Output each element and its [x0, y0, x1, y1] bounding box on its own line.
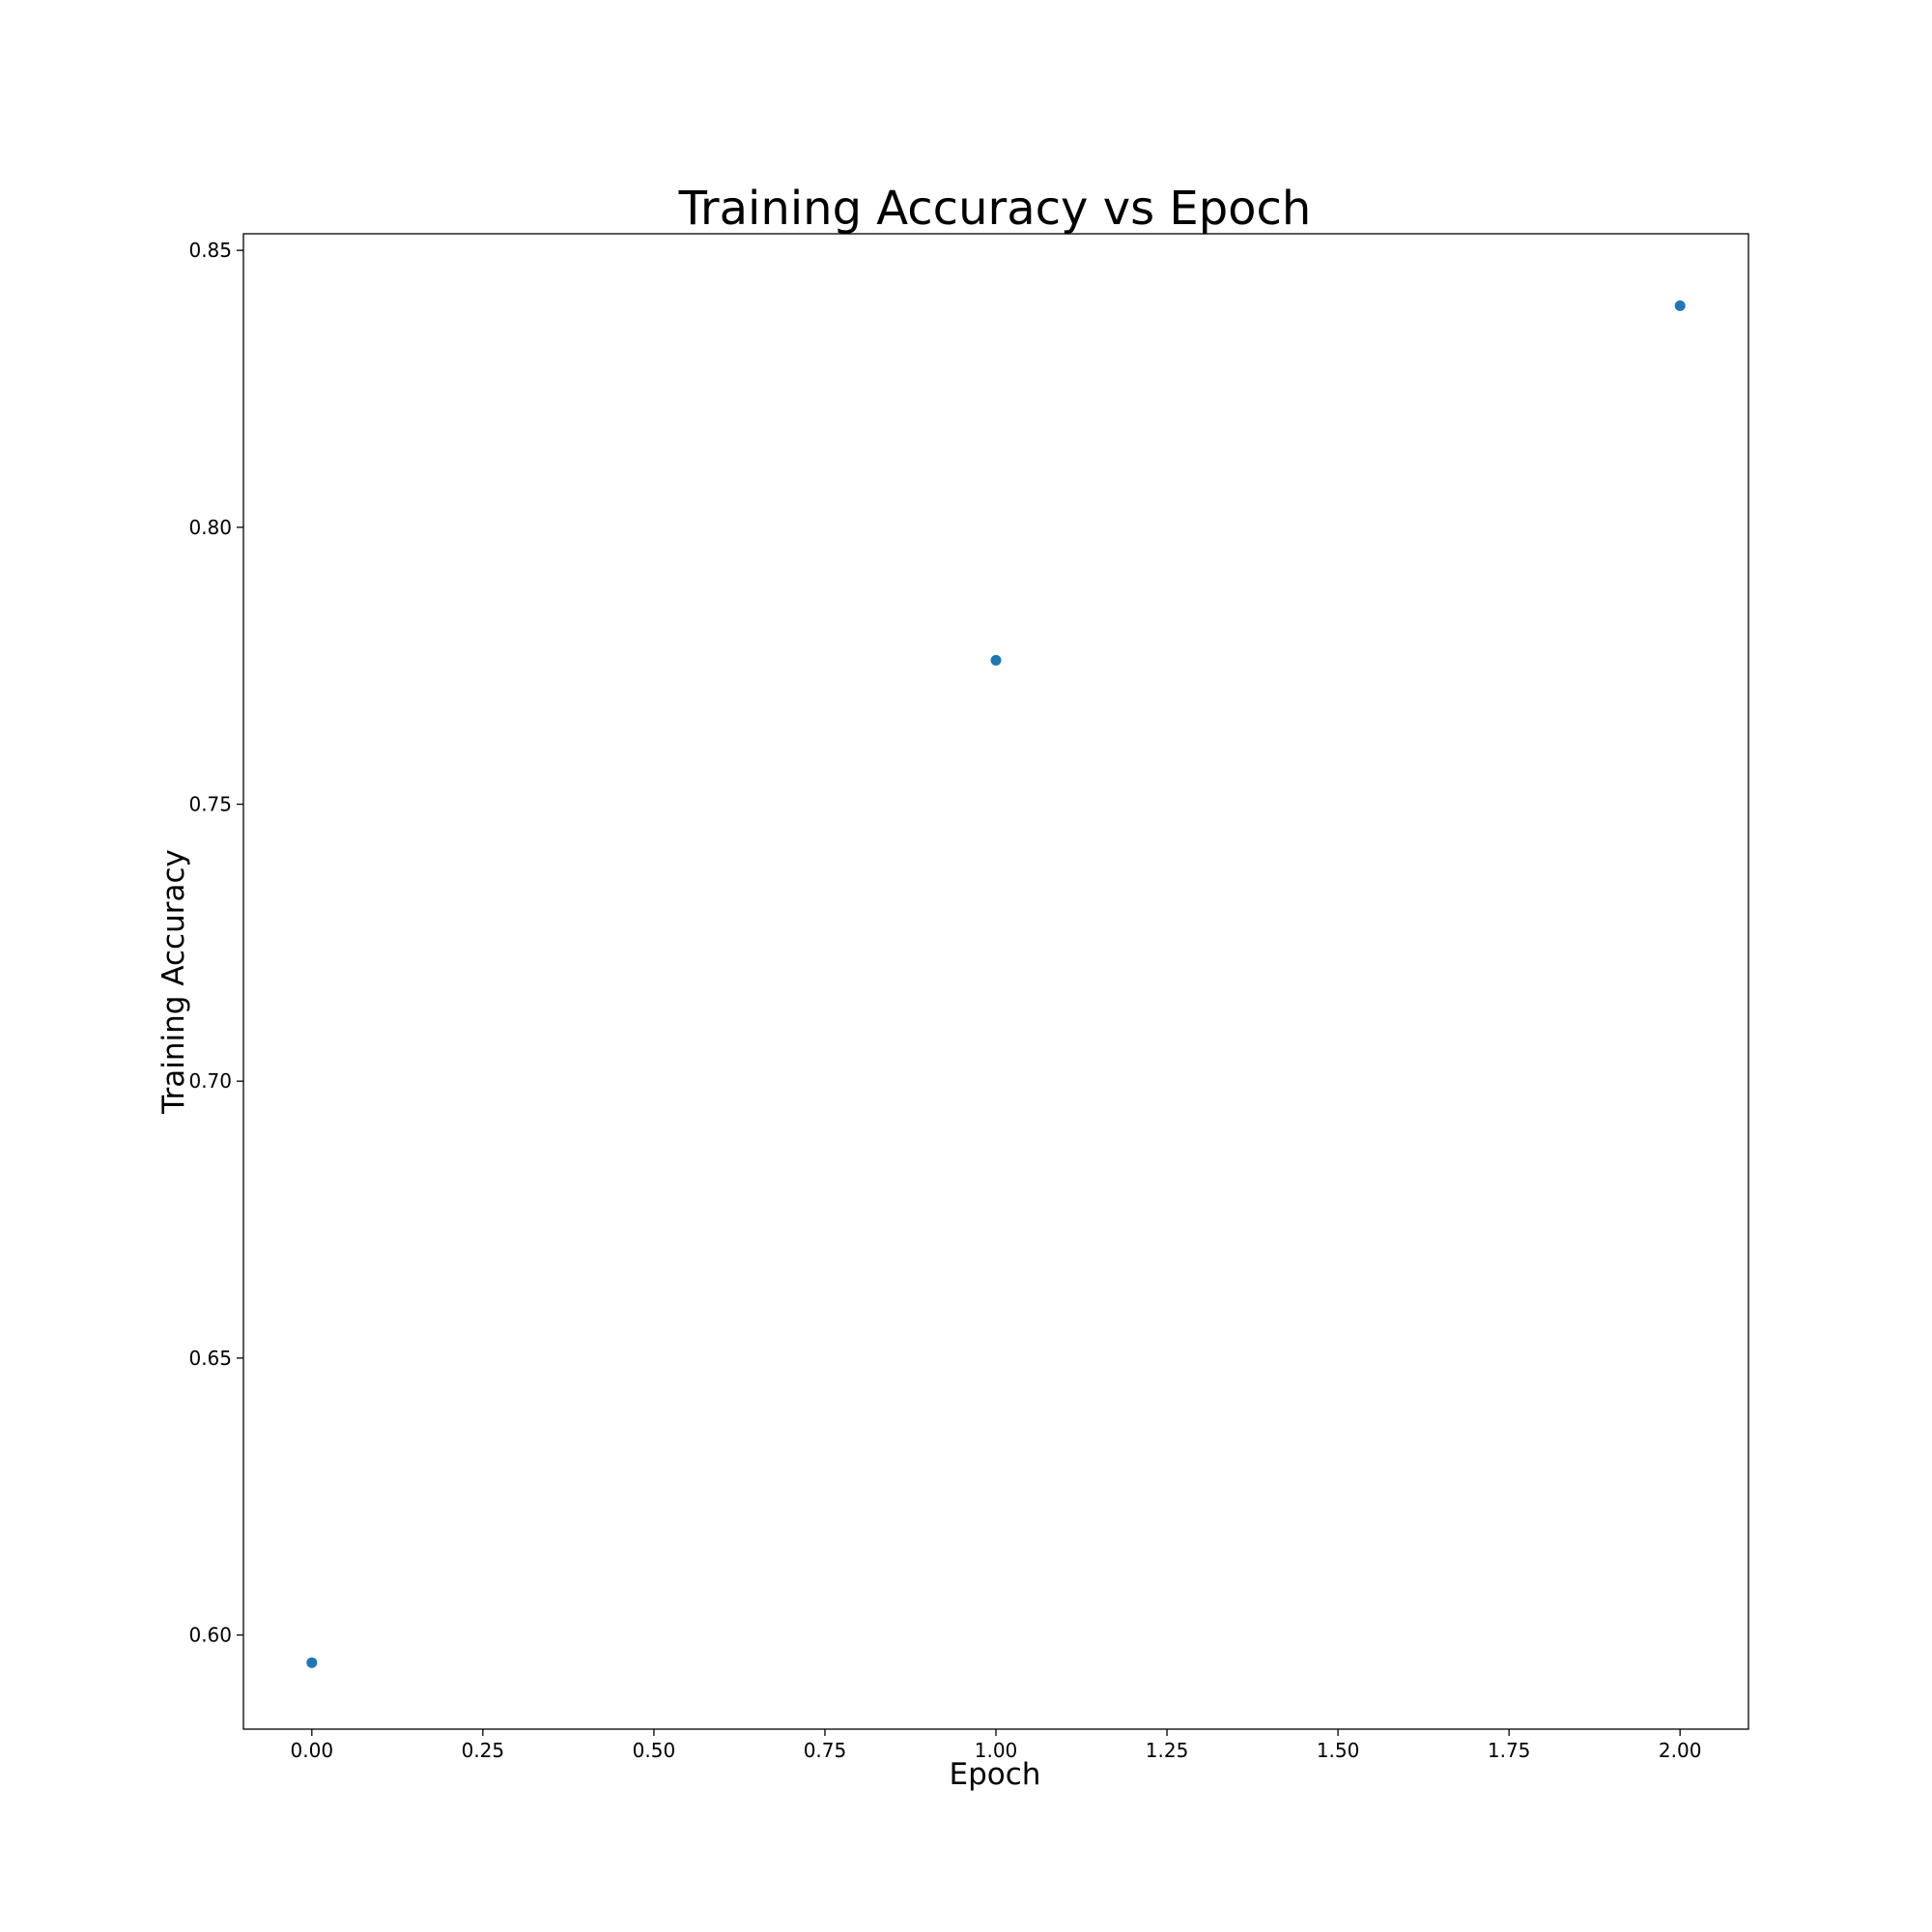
y-tick-label: 0.60 — [188, 1624, 232, 1647]
x-axis-title: Epoch — [950, 1757, 1041, 1792]
x-tick-label: 1.25 — [1146, 1739, 1189, 1762]
data-point — [1674, 300, 1686, 312]
chart-title: Training Accuracy vs Epoch — [678, 182, 1312, 236]
x-axis: 0.00 0.25 0.50 0.75 1.00 1.25 1.50 1.75 2.00 — [291, 1729, 1702, 1762]
y-axis-title: Training Accuracy — [156, 849, 191, 1115]
y-tick-label: 0.65 — [188, 1347, 232, 1370]
y-tick-label: 0.70 — [188, 1069, 232, 1093]
x-tick-label: 1.75 — [1488, 1739, 1531, 1762]
data-series — [306, 300, 1686, 1668]
y-axis: 0.60 0.65 0.70 0.75 0.80 0.85 — [188, 239, 243, 1647]
x-tick-label: 1.50 — [1317, 1739, 1360, 1762]
data-point — [990, 654, 1002, 666]
data-point — [306, 1657, 318, 1668]
x-tick-label: 0.50 — [633, 1739, 676, 1762]
x-tick-label: 0.75 — [804, 1739, 847, 1762]
y-tick-label: 0.85 — [188, 239, 232, 262]
x-tick-label: 2.00 — [1659, 1739, 1702, 1762]
plot-area-frame — [242, 233, 1749, 1730]
x-tick-label: 0.25 — [462, 1739, 505, 1762]
x-tick-label: 1.00 — [975, 1739, 1018, 1762]
x-tick-label: 0.00 — [291, 1739, 334, 1762]
y-tick-label: 0.80 — [188, 516, 232, 539]
y-tick-label: 0.75 — [188, 793, 232, 816]
